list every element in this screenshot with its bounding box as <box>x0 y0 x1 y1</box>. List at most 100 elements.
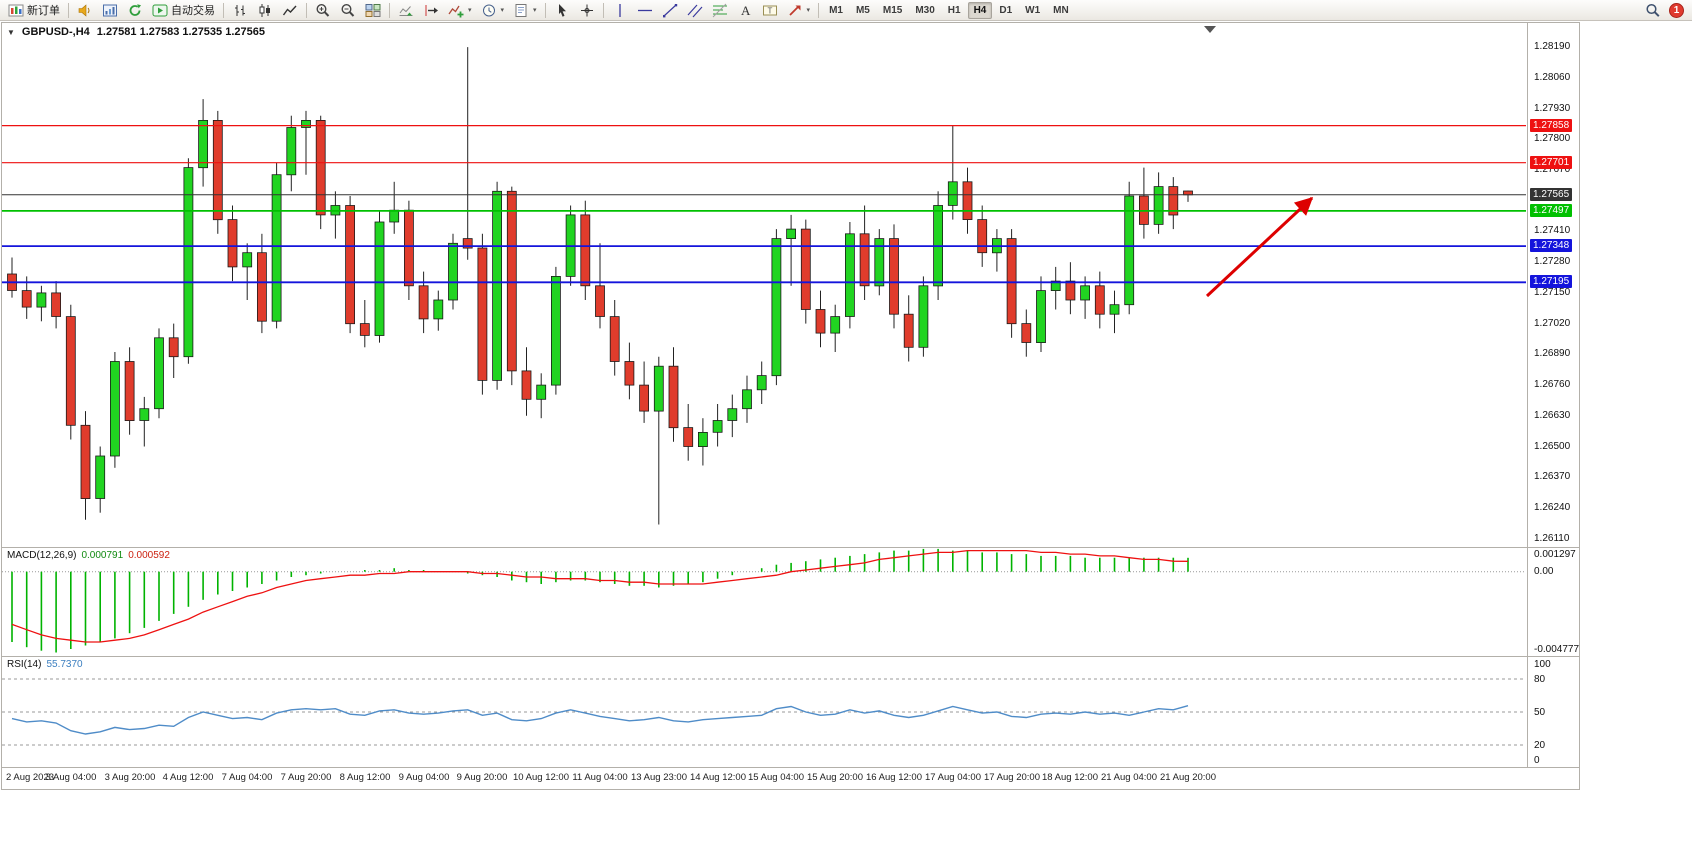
notification-badge[interactable]: 1 <box>1669 2 1684 18</box>
rsi-axis-label: 0 <box>1534 755 1540 766</box>
candlestick-chart-button[interactable] <box>253 1 277 19</box>
chart-shift-marker[interactable] <box>1204 26 1216 33</box>
zoom-out-button[interactable] <box>336 1 360 19</box>
time-axis-label: 3 Aug 04:00 <box>45 772 97 783</box>
timeframe-button-m1[interactable]: M1 <box>829 4 843 16</box>
auto-scroll-button[interactable] <box>394 1 418 19</box>
bear-candle <box>580 214 591 287</box>
macd-axis-label: 0.001297 <box>1534 549 1576 560</box>
macd-canvas[interactable] <box>2 548 1526 656</box>
time-axis[interactable]: 2 Aug 2023 3 Aug 04:00 3 Aug 20:00 4 Aug 12… <box>2 768 1527 790</box>
bear-candle <box>359 323 370 336</box>
bull-candle <box>786 228 796 240</box>
price-tick-label: 1.27410 <box>1534 225 1571 236</box>
timeframe-button-h1[interactable]: H1 <box>947 4 961 16</box>
price-tick-label: 1.27280 <box>1534 256 1571 267</box>
crosshair-icon <box>579 3 595 18</box>
price-axis[interactable]: 1.28190 1.28060 1.27930 1.27800 1.27670 1.274… <box>1527 23 1580 767</box>
vertical-line-button[interactable] <box>608 1 632 19</box>
chart-shift-button[interactable] <box>419 1 443 19</box>
line-chart-icon <box>282 3 298 18</box>
trend-arrow-annotation[interactable] <box>1205 196 1314 298</box>
toolbar-items: 新订单 自动交易 ▾ ▾ ▾ A T ▾ M1 M5 M15 M30 H1 H4 D1 W1 MN <box>4 1 1075 19</box>
autotrading-button-label: 自动交易 <box>171 5 215 17</box>
bull-candle <box>492 190 503 381</box>
hline-icon <box>637 3 653 18</box>
bull-candle <box>756 375 767 391</box>
report-button[interactable] <box>98 1 122 19</box>
text-button[interactable]: A <box>733 1 757 19</box>
bear-candle <box>624 361 635 386</box>
svg-text:A: A <box>741 3 751 18</box>
time-axis-label: 9 Aug 20:00 <box>456 772 508 783</box>
text-icon: A <box>737 3 753 18</box>
bar-chart-button[interactable] <box>228 1 252 19</box>
toolbar-separator <box>602 2 604 18</box>
search-button[interactable] <box>1641 1 1665 19</box>
time-axis-label: 16 Aug 12:00 <box>866 772 922 783</box>
fibonacci-button[interactable] <box>708 1 732 19</box>
line-chart-button[interactable] <box>278 1 302 19</box>
timeframe-button-d1[interactable]: D1 <box>999 4 1013 16</box>
bull-candle <box>110 361 120 457</box>
trendline-button[interactable] <box>658 1 682 19</box>
text-label-button[interactable]: T <box>758 1 782 19</box>
search-icon <box>1645 3 1661 18</box>
bull-candle <box>653 365 664 412</box>
templates-button[interactable]: ▾ <box>509 1 541 19</box>
bull-candle <box>139 408 150 421</box>
crosshair-button[interactable] <box>575 1 599 19</box>
tile-windows-icon <box>365 3 381 18</box>
macd-value-signal: 0.000592 <box>128 550 170 561</box>
new-order-button[interactable]: 新订单 <box>4 1 64 19</box>
autotrading-button[interactable]: 自动交易 <box>148 1 219 19</box>
time-axis-label: 21 Aug 20:00 <box>1160 772 1216 783</box>
timeframe-button-mn[interactable]: MN <box>1053 4 1069 16</box>
timeframe-button-h4[interactable]: H4 <box>967 1 993 19</box>
refresh-button[interactable] <box>123 1 147 19</box>
chart-menu-icon[interactable]: ▼ <box>7 27 15 37</box>
price-tick-label: 1.26370 <box>1534 471 1571 482</box>
price-tick-label: 1.27930 <box>1534 103 1571 114</box>
chart-title: ▼ GBPUSD-,H4 1.27581 1.27583 1.27535 1.2… <box>7 26 265 38</box>
rsi-canvas[interactable] <box>2 657 1526 767</box>
timeframe-button-m5[interactable]: M5 <box>855 4 870 16</box>
zoom-in-button[interactable] <box>311 1 335 19</box>
toolbar-separator <box>818 2 820 18</box>
alert-button[interactable] <box>73 1 97 19</box>
bear-candle <box>595 285 605 317</box>
price-line-value-label: 1.27497 <box>1530 204 1573 217</box>
macd-indicator-label: MACD(12,26,9) 0.000791 0.000592 <box>7 550 170 561</box>
bear-candle <box>668 365 679 429</box>
bar-chart-icon <box>232 3 248 18</box>
autotrading-play-icon <box>152 3 168 18</box>
svg-text:T: T <box>767 6 772 15</box>
rsi-axis-label: 50 <box>1534 707 1546 718</box>
horizontal-line-button[interactable] <box>633 1 657 19</box>
time-axis-label: 8 Aug 12:00 <box>339 772 391 783</box>
price-line-value-label: 1.27348 <box>1530 239 1573 252</box>
bull-candle <box>712 420 723 433</box>
new-order-button-label: 新订单 <box>27 5 60 17</box>
arrows-button[interactable]: ▾ <box>783 1 815 19</box>
bull-candle <box>242 252 253 268</box>
periods-button[interactable]: ▾ <box>477 1 509 19</box>
rsi-line <box>11 705 1189 735</box>
bear-candle <box>859 233 870 287</box>
macd-name: MACD(12,26,9) <box>7 550 77 561</box>
timeframe-button-w1[interactable]: W1 <box>1025 4 1041 16</box>
equidistant-channel-button[interactable] <box>683 1 707 19</box>
bull-candle <box>286 127 297 176</box>
price-tick-label: 1.27150 <box>1534 287 1571 298</box>
tile-windows-button[interactable] <box>361 1 385 19</box>
timeframe-button-m30[interactable]: M30 <box>915 4 935 16</box>
timeframe-button-m15[interactable]: M15 <box>882 4 903 16</box>
cursor-button[interactable] <box>550 1 574 19</box>
rsi-name: RSI(14) <box>7 659 42 670</box>
vline-icon <box>612 3 628 18</box>
price-chart-canvas[interactable] <box>2 23 1526 547</box>
indicators-button[interactable]: ▾ <box>444 1 476 19</box>
toolbar-separator <box>306 2 307 18</box>
bear-candle <box>889 238 899 315</box>
channel-icon <box>687 3 703 18</box>
